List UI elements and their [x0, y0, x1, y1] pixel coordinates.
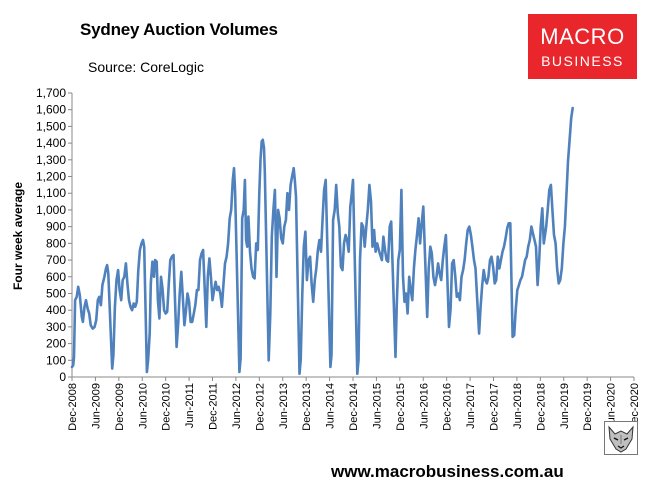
- website-footer: www.macrobusiness.com.au: [331, 462, 564, 481]
- wolf-logo-icon: [604, 421, 638, 455]
- x-tick-label: Dec-2019: [582, 383, 594, 431]
- x-tick-label: Jun-2013: [278, 383, 290, 429]
- chart-source: Source: CoreLogic: [88, 59, 204, 75]
- x-tick-label: Jun-2015: [371, 383, 383, 429]
- x-tick-label: Dec-2020: [629, 383, 641, 431]
- x-tick-label: Jun-2014: [325, 383, 337, 429]
- x-tick-label: Dec-2008: [67, 383, 79, 431]
- x-tick-label: Jun-2010: [137, 383, 149, 429]
- series-line-sydney-auction-volumes: [70, 106, 574, 375]
- logo-text-macro: MACRO: [540, 24, 625, 49]
- y-tick-label: 100: [46, 353, 66, 367]
- y-tick-label: 600: [46, 270, 66, 284]
- x-tick-label: Jun-2011: [184, 383, 196, 428]
- y-tick-label: 1,000: [36, 203, 66, 217]
- x-tick-label: Jun-2020: [606, 383, 618, 429]
- x-tick-label: Jun-2009: [90, 383, 102, 429]
- y-axis-ticks: 0 100 200 300 400 500 600 700 800 900 1,000 1,100 1,…: [36, 86, 72, 384]
- y-axis-label: Four week average: [11, 182, 25, 290]
- x-tick-label: Jun-2018: [512, 383, 524, 429]
- x-tick-label: Dec-2018: [535, 383, 547, 431]
- y-tick-label: 1,200: [36, 170, 66, 184]
- x-tick-label: Jun-2016: [418, 383, 430, 429]
- x-tick-label: Jun-2019: [559, 383, 571, 429]
- y-tick-label: 900: [46, 220, 66, 234]
- y-tick-label: 1,600: [36, 103, 66, 117]
- series-group: [70, 106, 574, 375]
- x-tick-label: Dec-2015: [395, 383, 407, 431]
- x-tick-label: Dec-2014: [348, 383, 360, 431]
- y-tick-label: 500: [46, 286, 66, 300]
- y-tick-label: 1,400: [36, 136, 66, 150]
- x-axis-ticks: Dec-2008 Jun-2009 Dec-2009 Jun-2010 Dec-2010…: [67, 377, 641, 431]
- x-tick-label: Dec-2011: [208, 383, 220, 430]
- x-tick-label: Dec-2013: [301, 383, 313, 431]
- x-tick-label: Jun-2017: [465, 383, 477, 429]
- x-tick-label: Dec-2010: [161, 383, 173, 431]
- y-tick-label: 700: [46, 253, 66, 267]
- y-tick-label: 1,500: [36, 119, 66, 133]
- y-tick-label: 200: [46, 337, 66, 351]
- x-tick-label: Dec-2016: [442, 383, 454, 431]
- y-tick-label: 1,700: [36, 86, 66, 100]
- y-tick-label: 1,100: [36, 186, 66, 200]
- y-tick-label: 0: [59, 370, 66, 384]
- x-tick-label: Jun-2012: [231, 383, 243, 429]
- macro-business-logo: MACRO BUSINESS: [528, 14, 637, 79]
- x-tick-label: Dec-2012: [254, 383, 266, 431]
- chart-title: Sydney Auction Volumes: [80, 20, 278, 39]
- x-tick-label: Dec-2017: [489, 383, 501, 431]
- y-tick-label: 300: [46, 320, 66, 334]
- y-tick-label: 800: [46, 236, 66, 250]
- y-tick-label: 400: [46, 303, 66, 317]
- x-tick-label: Dec-2009: [114, 383, 126, 431]
- y-tick-label: 1,300: [36, 153, 66, 167]
- logo-text-business: BUSINESS: [541, 53, 624, 69]
